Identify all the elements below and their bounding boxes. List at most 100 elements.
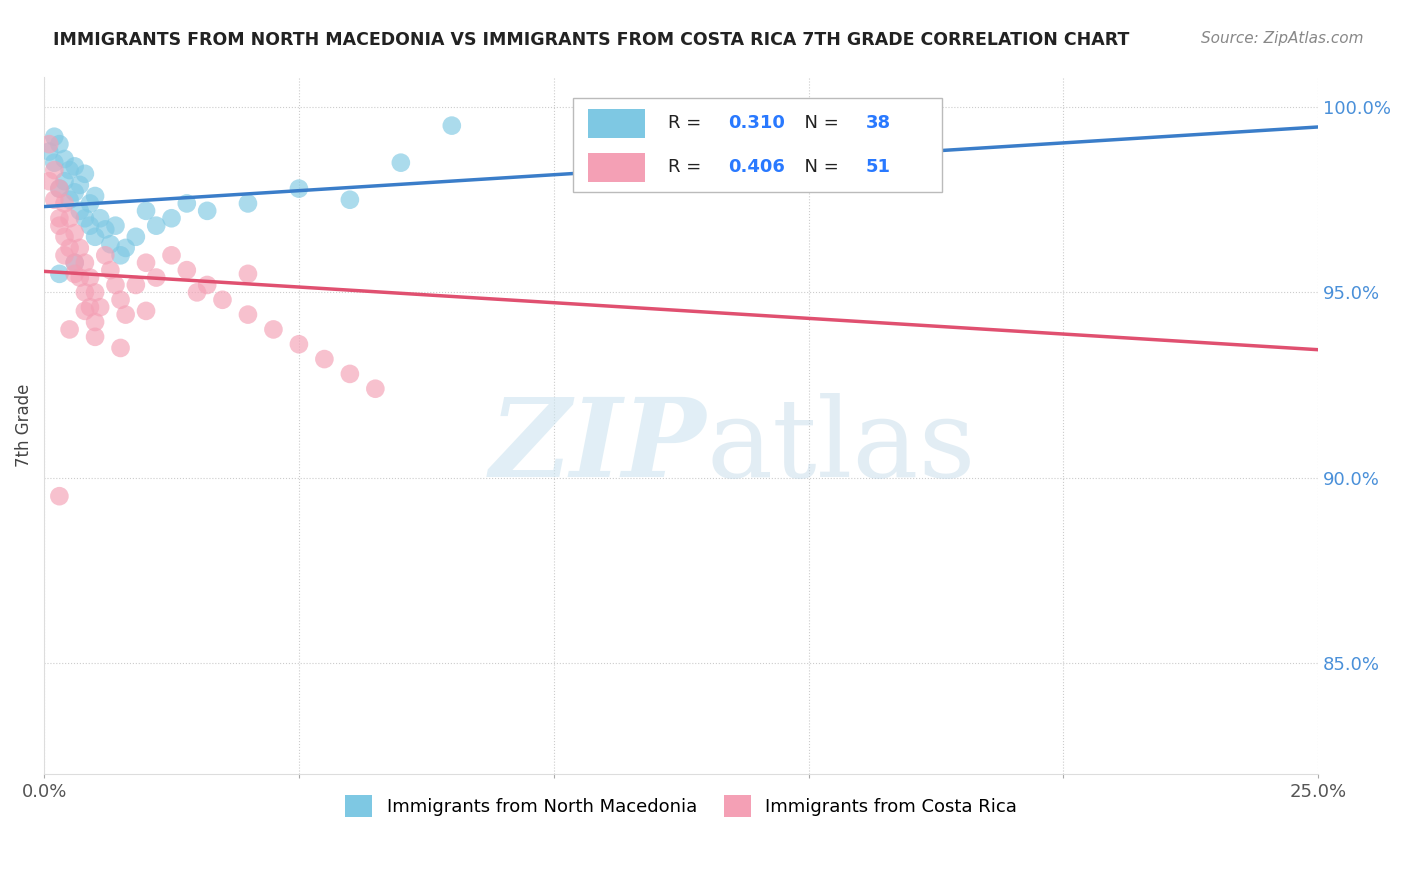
Point (314, 352, 336, 367)
Point (48, 181, 70, 195)
Point (69, 178, 91, 192)
Text: N =: N = (793, 114, 845, 132)
Point (48, 137, 70, 152)
Point (58, 241, 80, 255)
Point (114, 308, 136, 322)
Bar (588, 153, 645, 182)
Point (110, 293, 132, 307)
Point (236, 196, 259, 211)
Point (104, 277, 127, 292)
Point (288, 181, 311, 195)
Text: R =: R = (668, 158, 707, 177)
Point (696, 119, 718, 133)
Point (125, 229, 148, 244)
Point (89, 211, 111, 226)
Text: R =: R = (668, 114, 707, 132)
Point (69, 241, 91, 255)
Point (236, 308, 259, 322)
Point (135, 203, 157, 218)
Point (236, 267, 259, 281)
Point (53, 229, 76, 244)
Point (94, 222, 117, 236)
Point (58, 193, 80, 207)
Point (63, 256, 86, 270)
Point (135, 304, 157, 318)
Point (339, 193, 361, 207)
Point (48, 489, 70, 503)
Point (98, 237, 121, 252)
Point (160, 248, 183, 262)
Text: N =: N = (793, 158, 845, 177)
Point (58, 163, 80, 178)
Point (94, 248, 117, 262)
Point (58, 211, 80, 226)
Point (44, 163, 66, 178)
Point (288, 337, 311, 351)
Point (262, 322, 284, 336)
Point (69, 270, 91, 285)
Point (38, 145, 60, 159)
Point (195, 203, 218, 218)
Point (63, 160, 86, 174)
Point (53, 174, 76, 188)
Point (48, 181, 70, 195)
Point (63, 186, 86, 200)
Point (79, 300, 101, 314)
Point (79, 196, 101, 211)
Point (211, 293, 233, 307)
Point (58, 322, 80, 336)
Point (110, 341, 132, 355)
Point (364, 382, 387, 396)
Point (84, 229, 107, 244)
Text: Source: ZipAtlas.com: Source: ZipAtlas.com (1201, 31, 1364, 46)
Point (145, 270, 167, 285)
Point (145, 219, 167, 233)
Point (176, 263, 198, 277)
Point (389, 155, 412, 169)
Point (48, 267, 70, 281)
Point (53, 152, 76, 166)
Text: IMMIGRANTS FROM NORTH MACEDONIA VS IMMIGRANTS FROM COSTA RICA 7TH GRADE CORRELAT: IMMIGRANTS FROM NORTH MACEDONIA VS IMMIG… (53, 31, 1130, 49)
Point (73, 304, 96, 318)
Point (44, 155, 66, 169)
Point (84, 330, 107, 344)
Point (84, 285, 107, 300)
Point (79, 219, 101, 233)
Point (114, 241, 136, 255)
Bar (588, 109, 645, 138)
Point (110, 248, 132, 262)
Point (73, 285, 96, 300)
Point (79, 270, 101, 285)
Point (104, 219, 127, 233)
Legend: Immigrants from North Macedonia, Immigrants from Costa Rica: Immigrants from North Macedonia, Immigra… (337, 788, 1025, 824)
Text: 0.406: 0.406 (728, 158, 785, 177)
Point (48, 219, 70, 233)
Point (73, 256, 96, 270)
Point (135, 256, 157, 270)
Point (73, 211, 96, 226)
Text: 51: 51 (866, 158, 891, 177)
Point (195, 277, 218, 292)
Text: 0.310: 0.310 (728, 114, 785, 132)
Point (44, 129, 66, 144)
FancyBboxPatch shape (572, 98, 942, 193)
Text: atlas: atlas (707, 393, 976, 500)
Point (44, 193, 66, 207)
Text: ZIP: ZIP (489, 393, 707, 500)
Point (63, 267, 86, 281)
Point (160, 211, 183, 226)
Point (339, 367, 361, 381)
Point (89, 300, 111, 314)
Y-axis label: 7th Grade: 7th Grade (15, 384, 32, 467)
Point (63, 256, 86, 270)
Point (53, 248, 76, 262)
Point (98, 263, 121, 277)
Point (38, 137, 60, 152)
Text: 38: 38 (866, 114, 891, 132)
Point (186, 285, 208, 300)
Point (53, 196, 76, 211)
Point (48, 211, 70, 226)
Point (84, 315, 107, 329)
Point (38, 174, 60, 188)
Point (176, 196, 198, 211)
